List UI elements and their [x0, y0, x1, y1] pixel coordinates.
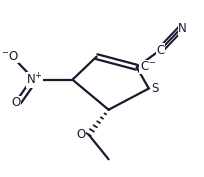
Text: O: O [11, 96, 20, 109]
Text: O: O [76, 128, 85, 141]
Text: N: N [177, 22, 186, 35]
Text: N$^{+}$: N$^{+}$ [26, 72, 43, 87]
Text: S: S [151, 82, 158, 95]
Text: C$^{-}$: C$^{-}$ [139, 60, 155, 73]
Text: $^{-}$O: $^{-}$O [1, 50, 19, 63]
Text: C: C [155, 44, 164, 57]
